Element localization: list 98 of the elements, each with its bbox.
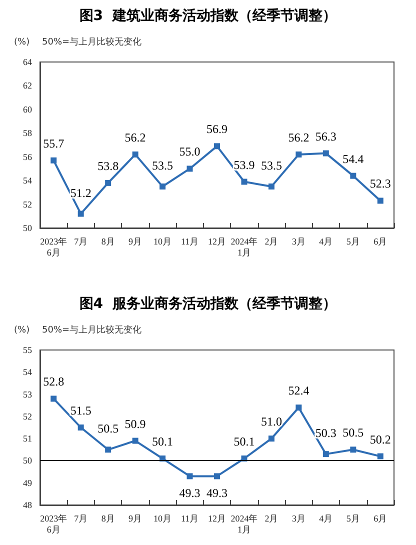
x-tick-label: 12月 (208, 236, 226, 246)
x-tick-label: 2月 (264, 236, 278, 246)
data-label: 53.5 (152, 158, 174, 172)
data-label: 51.5 (70, 404, 92, 418)
data-label: 56.2 (288, 130, 310, 144)
data-label: 52.4 (288, 384, 310, 398)
data-label: 56.2 (124, 130, 146, 144)
point (296, 404, 302, 411)
x-tick-label: 7月 (74, 514, 88, 524)
data-label: 50.1 (152, 434, 174, 448)
y-tick-label: 49 (23, 478, 32, 488)
point (186, 473, 193, 480)
x-tick-label: 5月 (346, 236, 360, 246)
x-tick-label: 2024年 1月 (230, 514, 258, 534)
y-tick-label: 62 (23, 80, 32, 91)
text: 50%=与上月比较无变化 (42, 324, 142, 336)
point (322, 451, 329, 458)
x-tick-label: 3月 (292, 236, 306, 246)
data-label: 49.3 (179, 486, 200, 500)
y-tick-label: 52 (23, 199, 32, 210)
data-label: 53.5 (260, 158, 282, 172)
x-tick-label: 10月 (154, 514, 172, 524)
point (268, 436, 274, 442)
x-tick-label: 6月 (374, 236, 388, 246)
x-tick-label: 2024年 1月 (230, 236, 258, 258)
chart-title: 图4 服务业商务活动指数（经季节调整） (79, 295, 337, 312)
x-tick-label: 4月 (319, 514, 333, 524)
point (50, 157, 57, 164)
point (132, 438, 138, 444)
y-tick-label: 52 (23, 411, 32, 422)
y-tick-label: 53 (23, 389, 32, 400)
data-label: 53.9 (234, 158, 255, 172)
y-tick-label: 64 (23, 57, 32, 67)
point (377, 198, 384, 204)
point (105, 180, 112, 186)
y-tick-label: 50 (23, 223, 32, 233)
data-label: 55.0 (179, 144, 200, 159)
x-tick-label: 12月 (208, 514, 226, 524)
y-tick-label: 56 (23, 152, 32, 162)
data-label: 50.9 (124, 416, 146, 431)
point (296, 151, 302, 158)
data-label: 50.1 (234, 434, 255, 448)
y-tick-label: 54 (23, 367, 32, 378)
text: 50%=与上月比较无变化 (42, 36, 142, 48)
x-tick-label: 2023年 6月 (40, 514, 68, 534)
y-tick-label: 51 (23, 434, 32, 444)
x-tick-label: 4月 (319, 236, 333, 246)
data-label: 49.3 (206, 486, 228, 500)
x-tick-label: 10月 (154, 236, 172, 246)
data-label: 50.5 (98, 422, 119, 436)
y-tick-label: 54 (23, 176, 32, 186)
point (132, 151, 138, 158)
x-tick-label: 11月 (180, 236, 199, 246)
point (350, 172, 356, 179)
data-label: 52.3 (370, 176, 391, 191)
x-tick-label: 6月 (374, 514, 388, 524)
x-tick-label: 11月 (180, 514, 199, 524)
point (268, 184, 274, 190)
point (105, 446, 112, 453)
x-tick-label: 8月 (101, 236, 115, 246)
point (214, 473, 220, 480)
data-label: 51.2 (70, 186, 92, 200)
x-tick-label: 9月 (128, 236, 142, 246)
data-label: 55.7 (43, 136, 64, 150)
x-tick-label: 8月 (101, 514, 115, 524)
point (214, 143, 220, 150)
data-label: 50.2 (370, 432, 391, 446)
data-label: 53.8 (98, 158, 119, 173)
point (78, 210, 84, 217)
y-axis-title: (%) (14, 326, 30, 336)
y-tick-label: 55 (23, 345, 32, 355)
point (160, 184, 166, 190)
data-label: 50.3 (315, 426, 336, 440)
data-label: 50.5 (342, 426, 364, 440)
point (78, 424, 84, 430)
point (322, 150, 329, 156)
x-tick-label: 9月 (128, 514, 142, 524)
y-tick-label: 48 (23, 500, 32, 510)
data-label: 56.3 (315, 129, 336, 144)
point (186, 166, 193, 172)
y-tick-label: 58 (23, 128, 32, 138)
data-label: 56.9 (206, 122, 228, 136)
data-label: 51.0 (260, 414, 282, 429)
x-tick-label: 5月 (346, 514, 360, 524)
x-tick-label: 2月 (264, 514, 278, 524)
data-label: 52.8 (43, 374, 64, 389)
point (50, 396, 57, 402)
point (241, 178, 248, 185)
point (377, 453, 384, 460)
point (350, 446, 356, 453)
chart-title: 图3 建筑业商务活动指数（经季节调整） (79, 7, 337, 24)
x-tick-label: 3月 (292, 514, 306, 524)
y-tick-label: 60 (23, 104, 32, 114)
x-tick-label: 7月 (74, 236, 88, 246)
y-axis-title: (%) (14, 38, 30, 48)
y-tick-label: 50 (23, 456, 32, 466)
data-label: 54.4 (342, 152, 364, 166)
x-tick-label: 2023年 6月 (40, 236, 68, 258)
